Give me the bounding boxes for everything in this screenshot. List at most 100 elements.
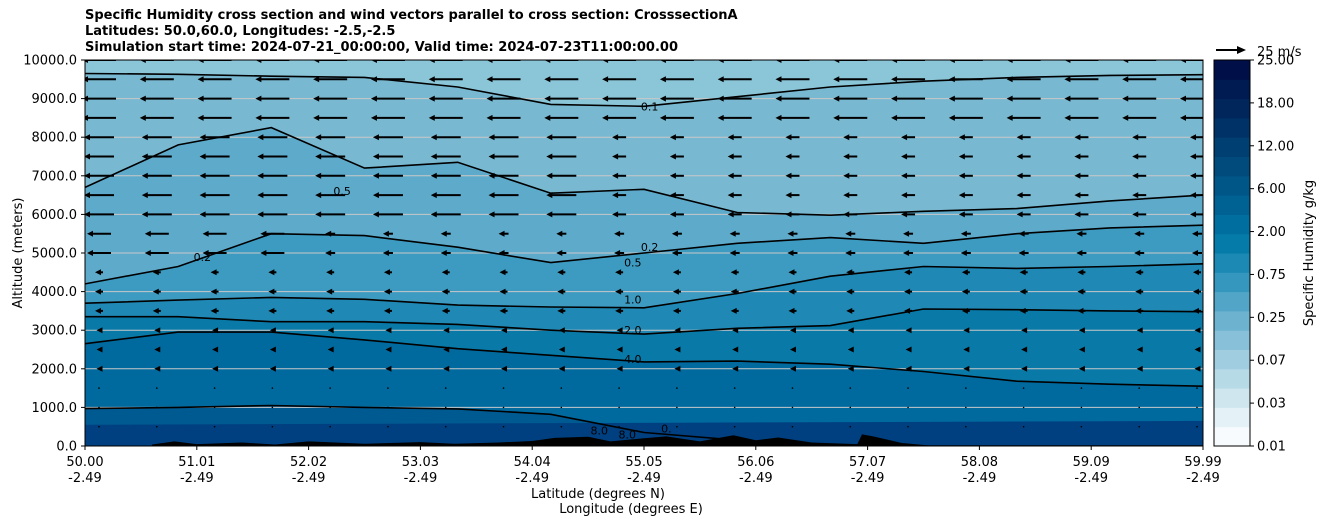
wind-vector xyxy=(268,269,277,276)
wind-vector xyxy=(85,60,116,63)
wind-vector xyxy=(1006,95,1041,102)
wind-vector xyxy=(1122,95,1157,102)
wind-vector xyxy=(501,365,508,372)
wind-vector xyxy=(616,365,623,372)
wind-vector xyxy=(907,387,909,389)
wind-vector xyxy=(669,211,684,218)
wind-vector xyxy=(1080,387,1083,389)
wind-vector xyxy=(849,406,852,409)
wind-vector xyxy=(659,95,694,102)
wind-vector xyxy=(98,425,100,428)
wind-vector xyxy=(904,288,913,295)
wind-vector xyxy=(385,346,392,353)
wind-vector xyxy=(313,60,348,63)
wind-vector xyxy=(257,192,288,199)
wind-vector xyxy=(1135,307,1144,314)
wind-vector xyxy=(1019,288,1028,295)
wind-vector xyxy=(1064,114,1099,121)
wind-vector xyxy=(197,95,232,102)
x-tick-lon-label: -2.49 xyxy=(627,471,661,486)
wind-vector xyxy=(788,288,797,295)
wind-vector xyxy=(443,365,450,372)
x-axis-label-lon: Longitude (degrees E) xyxy=(559,502,703,517)
wind-vector xyxy=(787,230,798,237)
wind-vector xyxy=(960,250,971,256)
wind-vector xyxy=(903,230,914,237)
wind-vector xyxy=(199,172,230,179)
chart-title-line-2: Latitudes: 50.0,60.0, Longitudes: -2.5,-… xyxy=(85,24,396,39)
colorbar-band xyxy=(1214,98,1250,119)
wind-vector xyxy=(849,425,852,428)
wind-vector xyxy=(141,211,172,218)
wind-vector xyxy=(1076,250,1087,256)
wind-vector xyxy=(370,95,405,102)
wind-vector xyxy=(486,114,521,121)
wind-vector xyxy=(614,230,625,237)
wind-vector xyxy=(98,406,100,409)
y-axis-label: Altitude (meters) xyxy=(11,198,26,309)
wind-vector xyxy=(727,153,742,160)
wind-vector xyxy=(843,192,858,199)
y-tick-label: 9000.0 xyxy=(32,92,78,107)
wind-vector xyxy=(385,365,392,372)
x-tick-lon-label: -2.49 xyxy=(739,471,773,486)
wind-vector xyxy=(676,387,678,389)
wind-vector xyxy=(544,114,579,121)
axes: 0.0 1000.0 2000.0 3000.0 4000.0 5000.0 6000.0 7… xyxy=(11,45,1302,517)
wind-vector xyxy=(717,60,752,63)
wind-vector xyxy=(903,250,914,256)
wind-vector xyxy=(385,327,392,334)
wind-vector xyxy=(1193,269,1201,276)
wind-vector xyxy=(428,60,463,63)
wind-vector xyxy=(96,346,103,353)
wind-vector xyxy=(155,425,158,428)
wind-vector xyxy=(843,172,858,179)
wind-vector xyxy=(1006,114,1041,121)
wind-vector xyxy=(260,230,285,237)
wind-vector xyxy=(87,250,111,256)
x-tick-lat-label: 50.00 xyxy=(66,455,103,470)
wind-vector xyxy=(430,134,461,141)
wind-vector xyxy=(901,134,916,141)
wind-vector xyxy=(948,114,983,121)
wind-vector xyxy=(1193,307,1201,314)
wind-vector xyxy=(558,365,565,372)
wind-vector xyxy=(965,425,967,428)
wind-vector xyxy=(556,230,567,237)
contour-label-0.5: 0.5 xyxy=(333,185,351,198)
wind-vector xyxy=(155,406,158,409)
wind-vector xyxy=(616,327,623,334)
wind-vector xyxy=(557,307,566,314)
wind-vector xyxy=(1193,288,1201,295)
wind-vector xyxy=(674,346,681,353)
colorbar-band xyxy=(1214,349,1250,370)
wind-vector xyxy=(441,288,450,295)
terrain xyxy=(152,435,868,446)
wind-vector xyxy=(257,134,288,141)
wind-vector xyxy=(85,211,114,218)
wind-vector xyxy=(387,406,389,409)
colorbar-band xyxy=(1214,368,1250,389)
y-tick-label: 7000.0 xyxy=(32,169,78,184)
colorbar-band xyxy=(1214,310,1250,331)
y-tick-label: 4000.0 xyxy=(32,285,78,300)
wind-vector xyxy=(775,60,810,63)
wind-vector xyxy=(1180,114,1203,121)
wind-vector xyxy=(154,346,161,353)
wind-vector xyxy=(1192,250,1202,256)
contour-label-4.0: 4.0 xyxy=(624,353,642,366)
wind-vector xyxy=(1138,425,1141,428)
wind-vector xyxy=(1196,387,1198,389)
wind-vector xyxy=(440,250,451,256)
wind-vector xyxy=(444,425,447,428)
wind-vector xyxy=(1194,346,1201,353)
wind-vector xyxy=(1196,425,1198,428)
wind-vector xyxy=(727,134,742,141)
contour-label-0.5: 0.5 xyxy=(624,257,642,270)
wind-vector xyxy=(963,365,970,372)
x-tick-lat-label: 59.09 xyxy=(1073,455,1110,470)
wind-vector xyxy=(1132,211,1147,218)
wind-vector xyxy=(671,250,682,256)
wind-vector xyxy=(901,211,916,218)
wind-vector xyxy=(499,269,508,276)
